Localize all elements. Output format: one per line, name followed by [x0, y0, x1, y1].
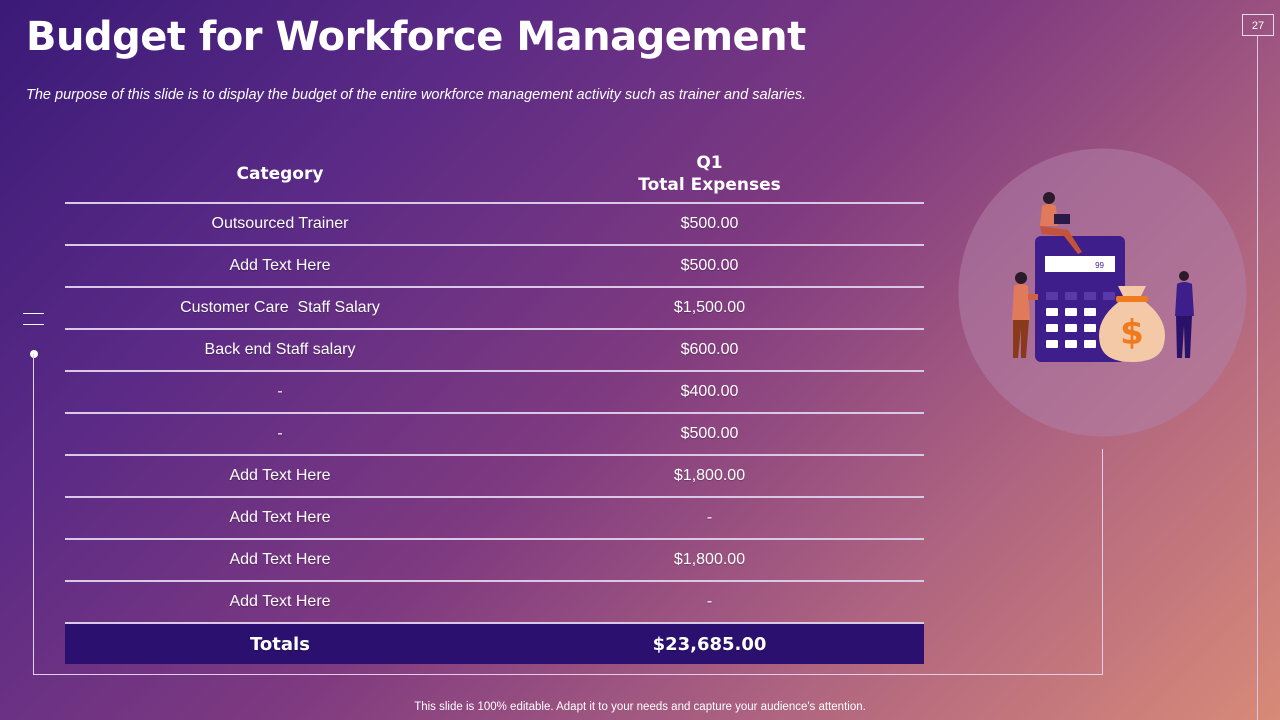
amount-cell: $1,800.00 [495, 539, 924, 582]
slide-title: Budget for Workforce Management [26, 14, 806, 60]
totals-label: Totals [65, 623, 495, 664]
footer-text: This slide is 100% editable. Adapt it to… [414, 701, 866, 713]
table-row: - $400.00 [65, 371, 924, 414]
menu-line-icon [23, 324, 44, 325]
page-number: 27 [1242, 14, 1274, 36]
amount-cell: $1,500.00 [495, 287, 924, 330]
amount-cell: $600.00 [495, 329, 924, 372]
money-bag-icon: $ [1099, 286, 1165, 362]
category-cell: Add Text Here [65, 581, 495, 624]
category-cell: - [65, 371, 495, 414]
category-cell: Add Text Here [65, 245, 495, 288]
dollar-icon: $ [1120, 313, 1144, 353]
budget-table: Category Q1 Total Expenses Outsourced Tr… [65, 146, 924, 664]
amount-cell: $1,800.00 [495, 455, 924, 498]
table-row: Add Text Here - [65, 581, 924, 624]
menu-line-icon [23, 313, 44, 314]
table-row: Add Text Here $1,800.00 [65, 539, 924, 582]
totals-amount: $23,685.00 [495, 623, 924, 664]
expenses-header-line1: Q1 [696, 153, 723, 173]
amount-cell: $500.00 [495, 245, 924, 288]
frame-line-right [1102, 449, 1103, 675]
amount-cell: $500.00 [495, 203, 924, 246]
amount-cell: - [495, 581, 924, 624]
expenses-header-line2: Total Expenses [638, 175, 781, 195]
frame-dot [30, 350, 38, 358]
table-row: Customer Care Staff Salary $1,500.00 [65, 287, 924, 330]
table-row: Back end Staff salary $600.00 [65, 329, 924, 372]
frame-line-left [33, 354, 34, 674]
person-sitting-icon [1040, 192, 1082, 254]
table-row: Add Text Here $500.00 [65, 245, 924, 288]
expenses-header: Q1 Total Expenses [495, 146, 924, 204]
amount-cell: $400.00 [495, 371, 924, 414]
category-cell: Add Text Here [65, 455, 495, 498]
amount-cell: $500.00 [495, 413, 924, 456]
amount-cell: - [495, 497, 924, 540]
table-header-row: Category Q1 Total Expenses [65, 146, 924, 204]
calculator-display: 99 [1095, 261, 1104, 270]
table-row: Add Text Here $1,800.00 [65, 455, 924, 498]
right-divider-line [1257, 36, 1258, 720]
category-header: Category [65, 146, 495, 204]
category-cell: Add Text Here [65, 497, 495, 540]
person-left-icon [1012, 272, 1038, 358]
category-cell: Back end Staff salary [65, 329, 495, 372]
person-right-icon [1175, 271, 1194, 358]
category-cell: Outsourced Trainer [65, 203, 495, 246]
frame-line-bottom [33, 674, 1103, 675]
slide-subtitle: The purpose of this slide is to display … [26, 87, 807, 103]
table-row: Add Text Here - [65, 497, 924, 540]
table-row: Outsourced Trainer $500.00 [65, 203, 924, 246]
totals-row: Totals $23,685.00 [65, 623, 924, 664]
category-cell: - [65, 413, 495, 456]
budget-illustration: 99 $ [958, 148, 1247, 437]
category-cell: Add Text Here [65, 539, 495, 582]
category-cell: Customer Care Staff Salary [65, 287, 495, 330]
table-row: - $500.00 [65, 413, 924, 456]
